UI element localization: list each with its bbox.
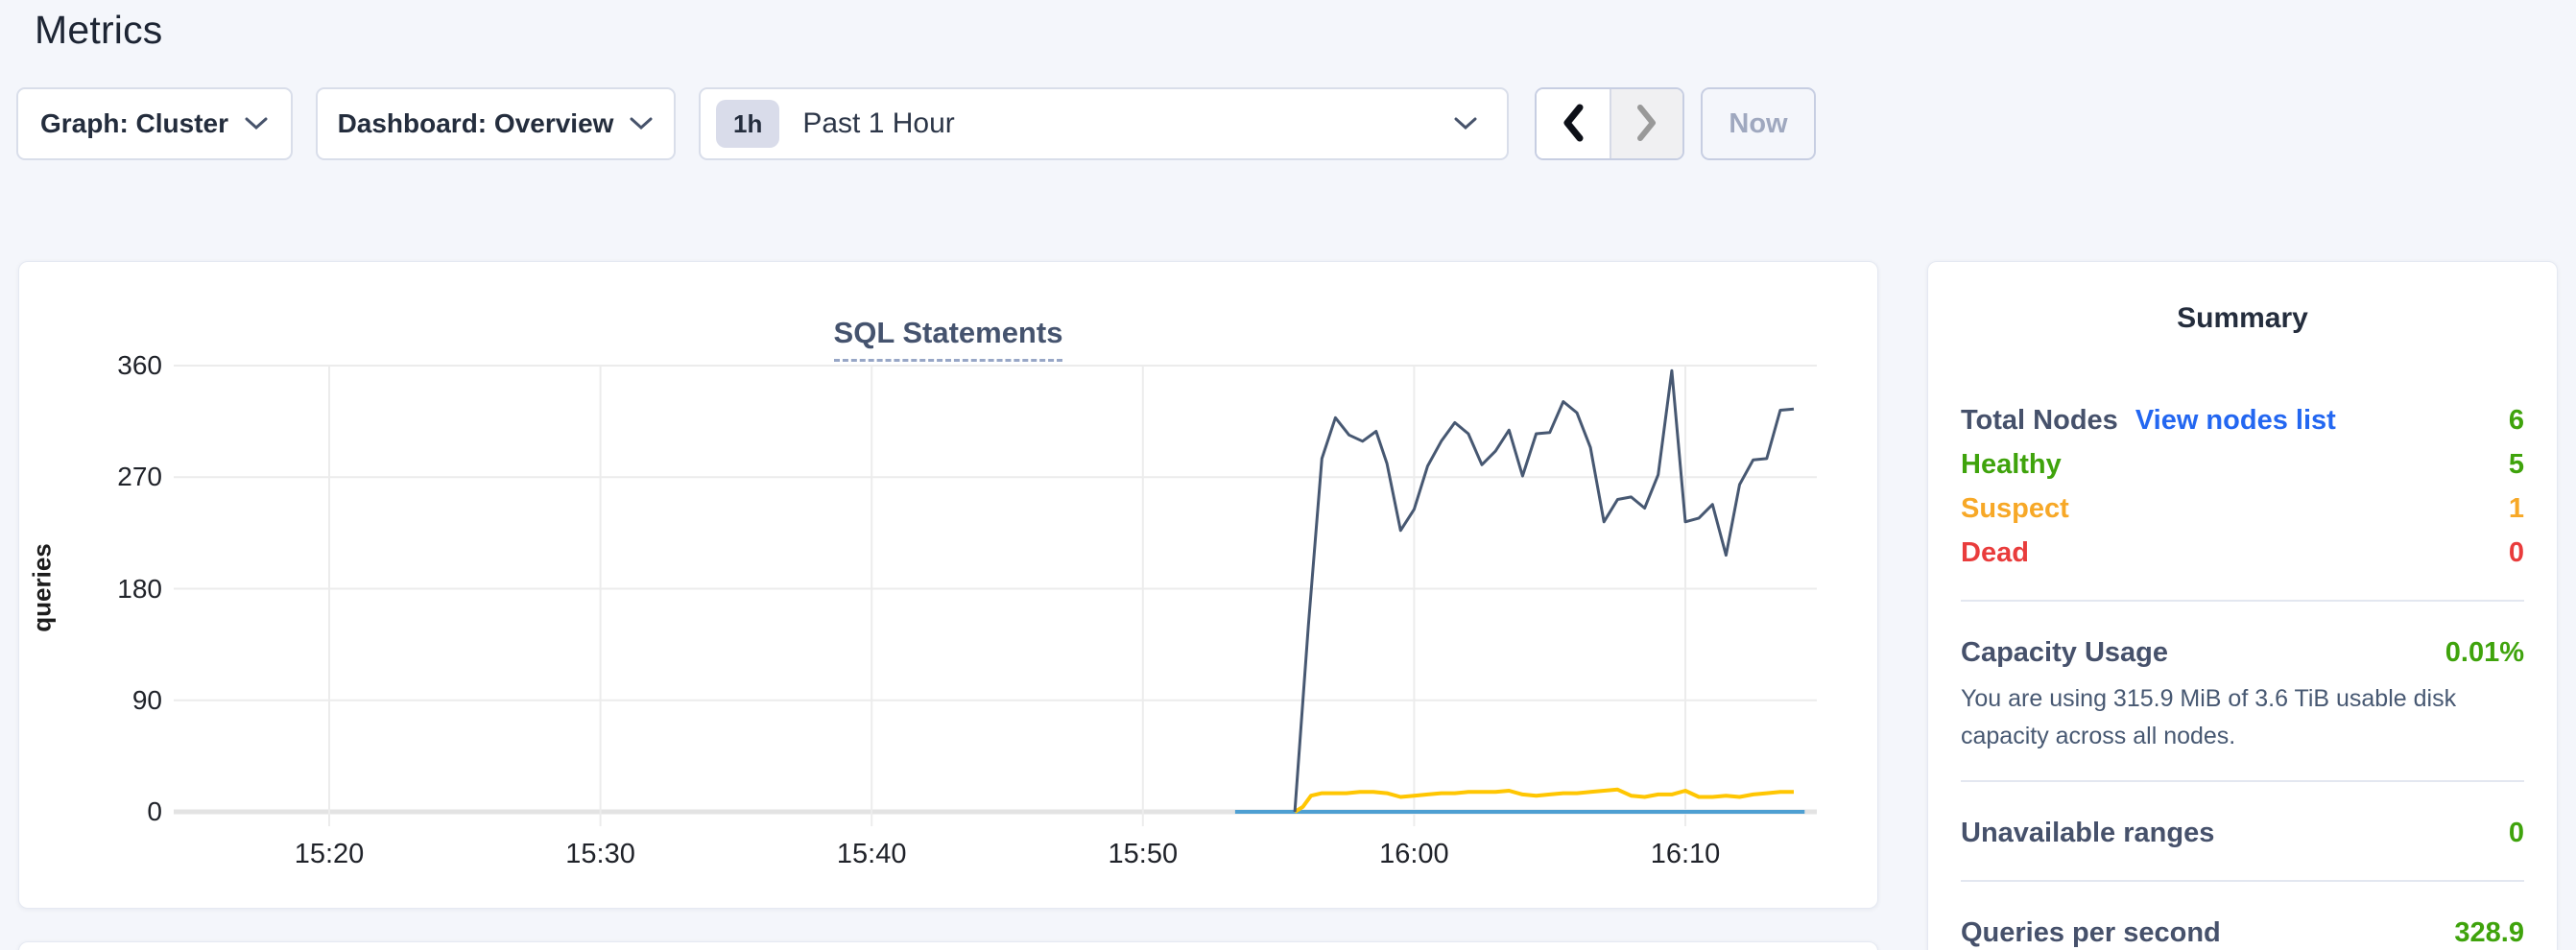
- capacity-usage-value: 0.01%: [2445, 636, 2524, 668]
- total-nodes-row: Total Nodes View nodes list 6: [1961, 398, 2524, 442]
- chevron-down-icon: [629, 116, 654, 131]
- unavailable-ranges-row: Unavailable ranges 0: [1961, 811, 2524, 855]
- chart-title-wrap: SQL Statements: [19, 316, 1877, 362]
- navy-series-line: [1293, 368, 1795, 813]
- time-range-dropdown[interactable]: 1h Past 1 Hour: [699, 87, 1509, 160]
- y-tick-label: 90: [131, 684, 162, 715]
- graph-dropdown[interactable]: Graph: Cluster: [16, 87, 293, 160]
- now-button[interactable]: Now: [1701, 87, 1816, 160]
- y-tick-label: 0: [147, 796, 162, 826]
- divider: [1961, 780, 2524, 782]
- view-nodes-list-link[interactable]: View nodes list: [2135, 404, 2336, 436]
- time-range-badge: 1h: [716, 100, 780, 148]
- suspect-nodes-row: Suspect 1: [1961, 487, 2524, 531]
- next-chart-card-partial: [18, 941, 1878, 950]
- chevron-right-icon: [1633, 103, 1661, 146]
- suspect-label: Suspect: [1961, 492, 2069, 524]
- divider: [1961, 600, 2524, 602]
- healthy-label: Healthy: [1961, 448, 2062, 480]
- healthy-value: 5: [2508, 448, 2524, 480]
- y-tick-label: 180: [117, 573, 162, 604]
- suspect-value: 1: [2508, 492, 2524, 524]
- total-nodes-label: Total Nodes: [1961, 404, 2118, 436]
- queries-per-second-label: Queries per second: [1961, 916, 2221, 948]
- x-tick-label: 15:40: [836, 839, 907, 869]
- queries-per-second-value: 328.9: [2454, 916, 2524, 948]
- dead-nodes-row: Dead 0: [1961, 531, 2524, 575]
- x-tick-label: 15:50: [1108, 839, 1179, 869]
- dead-value: 0: [2508, 536, 2524, 568]
- healthy-nodes-row: Healthy 5: [1961, 442, 2524, 487]
- x-tick-label: 16:10: [1650, 839, 1721, 869]
- unavailable-ranges-value: 0: [2508, 817, 2524, 848]
- dead-label: Dead: [1961, 536, 2029, 568]
- y-tick-label: 270: [117, 462, 162, 492]
- x-tick-label: 15:20: [294, 839, 365, 869]
- unavailable-ranges-label: Unavailable ranges: [1961, 817, 2215, 848]
- y-tick-label: 360: [117, 350, 162, 380]
- line-chart-plot-area[interactable]: [19, 262, 1879, 910]
- total-nodes-value: 6: [2508, 404, 2524, 436]
- capacity-usage-row: Capacity Usage 0.01%: [1961, 630, 2524, 675]
- summary-panel: Summary Total Nodes View nodes list 6 He…: [1927, 261, 2558, 950]
- sql-statements-chart-card: SQL Statements queries 0 90 180 270 360 15:20…: [18, 261, 1878, 909]
- dashboard-dropdown[interactable]: Dashboard: Overview: [316, 87, 676, 160]
- time-range-label: Past 1 Hour: [802, 107, 955, 139]
- time-step-control: [1535, 87, 1684, 160]
- next-timeframe-button[interactable]: [1610, 89, 1682, 158]
- x-tick-label: 16:00: [1379, 839, 1449, 869]
- dashboard-dropdown-label: Dashboard: Overview: [337, 108, 614, 138]
- yellow-series-line: [1294, 787, 1794, 814]
- divider: [1961, 880, 2524, 882]
- capacity-usage-label: Capacity Usage: [1961, 636, 2168, 668]
- chevron-down-icon: [1453, 116, 1478, 131]
- summary-title: Summary: [2177, 302, 2308, 334]
- chart-title[interactable]: SQL Statements: [833, 316, 1063, 362]
- capacity-usage-description: You are using 315.9 MiB of 3.6 TiB usabl…: [1961, 685, 2457, 749]
- previous-timeframe-button[interactable]: [1537, 89, 1610, 158]
- chevron-left-icon: [1559, 103, 1587, 146]
- graph-dropdown-label: Graph: Cluster: [39, 108, 229, 138]
- page-title: Metrics: [35, 8, 163, 52]
- queries-per-second-row: Queries per second 328.9: [1961, 911, 2524, 950]
- x-tick-label: 15:30: [565, 839, 635, 869]
- chevron-down-icon: [244, 116, 269, 131]
